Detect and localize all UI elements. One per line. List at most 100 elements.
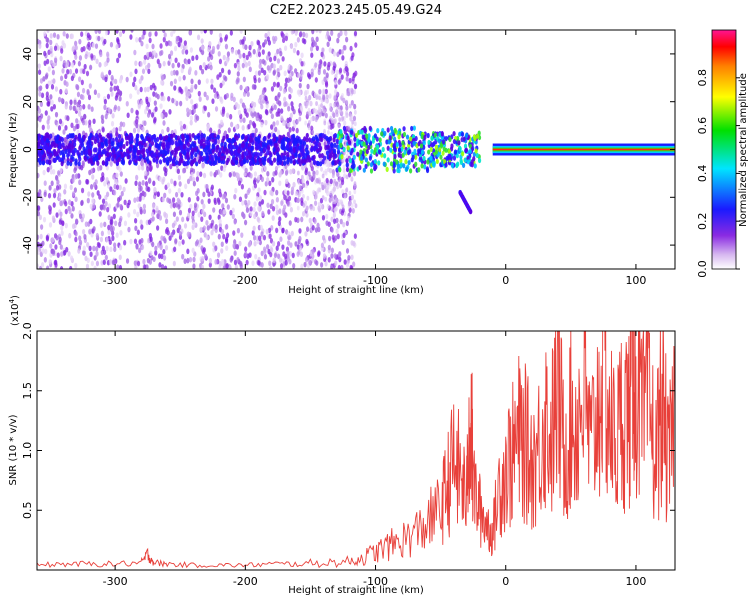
spectrogram-noise-cell bbox=[87, 41, 91, 48]
spectrogram-noise-cell bbox=[93, 181, 97, 188]
spectrogram-noise-cell bbox=[218, 32, 223, 39]
spectrogram-noise-cell bbox=[66, 115, 70, 121]
spectrogram-noise-cell bbox=[99, 236, 104, 243]
spectrogram-band-cell bbox=[220, 145, 225, 151]
spectrogram-noise-cell bbox=[181, 49, 185, 55]
spectrogram-noise-cell bbox=[49, 33, 53, 39]
spectrogram-noise-cell bbox=[335, 112, 339, 118]
spectrogram-noise-cell bbox=[94, 43, 99, 49]
spectrogram-band-cell bbox=[403, 149, 407, 155]
spectrogram-noise-cell bbox=[99, 51, 103, 58]
spectrogram-noise-cell bbox=[258, 195, 263, 201]
spectrogram-noise-cell bbox=[288, 234, 292, 241]
spectrogram-noise-cell bbox=[304, 95, 308, 101]
spectrogram-noise-cell bbox=[151, 43, 155, 50]
spectrogram-noise-cell bbox=[77, 248, 81, 254]
spectrogram-noise-cell bbox=[301, 210, 306, 217]
spectrogram-band-cell bbox=[179, 152, 183, 158]
spectrogram-noise-cell bbox=[282, 207, 286, 214]
spectrogram-noise-cell bbox=[308, 259, 312, 265]
spectrogram-band-cell bbox=[390, 129, 395, 135]
spectrogram-band-cell bbox=[397, 152, 401, 158]
spectrogram-noise-cell bbox=[127, 226, 131, 233]
spectrogram-noise-cell bbox=[51, 237, 55, 243]
spectrogram-band-cell bbox=[114, 136, 119, 142]
spectrogram-band-cell bbox=[145, 148, 149, 154]
spectrogram-noise-cell bbox=[54, 57, 58, 64]
spectrogram-noise-cell bbox=[300, 197, 304, 203]
spectrogram-noise-cell bbox=[107, 224, 111, 231]
spectrogram-band-cell bbox=[312, 145, 317, 151]
spectrogram-band-cell bbox=[393, 153, 397, 160]
spectrogram-band-cell bbox=[468, 148, 472, 154]
spectrogram-noise-cell bbox=[276, 129, 281, 136]
spectrogram-band-cell bbox=[38, 160, 43, 166]
spectrogram-noise-cell bbox=[144, 170, 148, 177]
spectrogram-noise-cell bbox=[37, 205, 41, 211]
spectrogram-band-cell bbox=[176, 135, 180, 141]
spectrogram-noise-cell bbox=[92, 118, 96, 125]
spectrogram-noise-cell bbox=[323, 120, 327, 126]
spectrogram-band-cell bbox=[193, 135, 198, 141]
spectrogram-noise-cell bbox=[162, 255, 167, 261]
spectrogram-band-cell bbox=[61, 152, 66, 158]
spectrogram-band-cell bbox=[348, 158, 352, 164]
spectrogram-band-cell bbox=[121, 160, 126, 166]
spectrogram-noise-cell bbox=[50, 99, 54, 106]
spectrogram-band-cell bbox=[283, 150, 287, 156]
carrier-band-core bbox=[492, 148, 675, 151]
spectrogram-noise-cell bbox=[214, 224, 218, 230]
spectrogram-noise-cell bbox=[246, 91, 250, 98]
spectrogram-band-cell bbox=[181, 134, 185, 141]
spectrogram-noise-cell bbox=[342, 44, 346, 51]
spectrogram-noise-cell bbox=[268, 233, 272, 239]
spectrogram-band-cell bbox=[404, 159, 408, 165]
spectrogram-noise-cell bbox=[320, 103, 323, 108]
spectrogram-band-cell bbox=[294, 152, 298, 158]
spectrogram-noise-cell bbox=[102, 259, 106, 266]
spectrogram-noise-cell bbox=[162, 120, 166, 126]
spectrogram-band-cell bbox=[475, 133, 480, 139]
spectrogram-noise-cell bbox=[133, 238, 138, 245]
spectrogram-noise-cell bbox=[110, 91, 114, 97]
spectrogram-noise-cell bbox=[152, 50, 156, 56]
spectrogram-noise-cell bbox=[225, 245, 229, 251]
spectrogram-band-cell bbox=[458, 146, 462, 152]
spectrogram-band-cell bbox=[406, 150, 411, 156]
spectrogram-band-cell bbox=[266, 144, 270, 150]
spectrogram-noise-cell bbox=[241, 62, 245, 69]
spectrogram-noise-cell bbox=[160, 112, 164, 119]
spectrogram-noise-cell bbox=[65, 81, 69, 87]
spectrogram-noise-cell bbox=[224, 34, 229, 40]
spectrogram-noise-cell bbox=[118, 264, 123, 269]
spectrogram-band-cell bbox=[397, 147, 402, 153]
spectrogram-noise-cell bbox=[64, 88, 68, 94]
spectrogram-noise-cell bbox=[350, 99, 354, 106]
spectrogram-band-cell bbox=[444, 162, 448, 168]
spectrogram-noise-cell bbox=[82, 245, 86, 252]
spectrogram-noise-cell bbox=[321, 47, 325, 53]
spectrogram-noise-cell bbox=[119, 229, 123, 236]
spectrogram-noise-cell bbox=[354, 42, 358, 48]
spectrogram-noise-cell bbox=[171, 222, 176, 229]
spectrogram-noise-cell bbox=[134, 60, 138, 67]
spectrogram-band-cell bbox=[387, 139, 391, 145]
spectrogram-band-cell bbox=[332, 137, 336, 143]
spectrogram-noise-cell bbox=[338, 256, 342, 263]
spectrogram-band-cell bbox=[402, 163, 406, 169]
spectrogram-noise-cell bbox=[292, 181, 296, 188]
spectrogram-band-cell bbox=[359, 155, 364, 161]
spectrogram-band-cell bbox=[386, 157, 390, 163]
spectrogram-noise-cell bbox=[92, 54, 96, 61]
spectrogram-noise-cell bbox=[64, 125, 68, 131]
spectrogram-band-cell bbox=[452, 155, 457, 161]
spectrogram-noise-cell bbox=[330, 216, 334, 223]
spectrogram-noise-cell bbox=[71, 205, 75, 212]
spectrogram-noise-cell bbox=[332, 50, 337, 57]
spectrogram-noise-cell bbox=[309, 46, 314, 52]
spectrogram-noise-cell bbox=[54, 86, 59, 92]
spectrogram-noise-cell bbox=[136, 196, 140, 203]
spectrogram-noise-cell bbox=[252, 179, 257, 185]
spectrogram-noise-cell bbox=[252, 225, 256, 232]
spectrogram-noise-cell bbox=[208, 214, 212, 221]
